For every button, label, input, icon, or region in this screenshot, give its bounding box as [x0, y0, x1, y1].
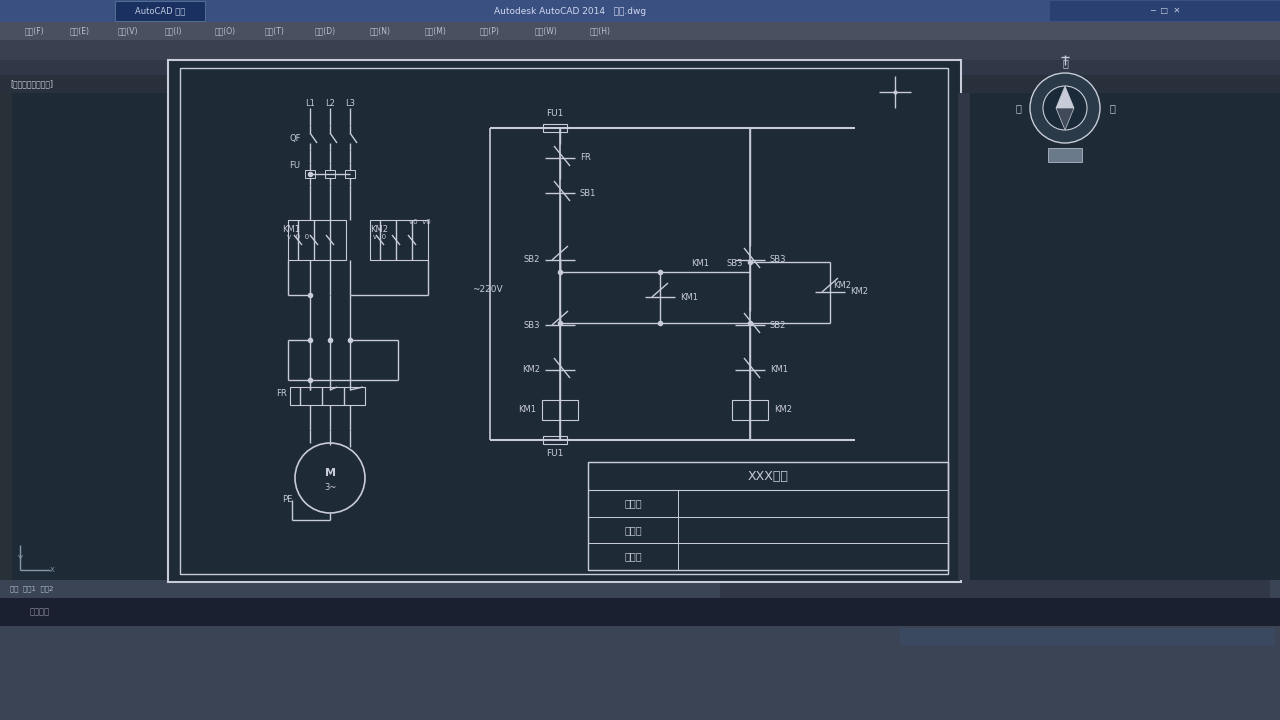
- Text: KM1: KM1: [680, 292, 698, 302]
- Text: X: X: [50, 567, 54, 573]
- Text: KM1: KM1: [282, 225, 300, 235]
- Text: ~220V: ~220V: [472, 286, 503, 294]
- Text: 3~: 3~: [324, 484, 337, 492]
- Text: FU: FU: [289, 161, 300, 169]
- Text: L3: L3: [346, 99, 355, 109]
- Text: 格式(O): 格式(O): [215, 27, 236, 35]
- Bar: [732, 400, 768, 420]
- Text: KM2: KM2: [370, 225, 388, 235]
- Text: 输入命令: 输入命令: [29, 608, 50, 616]
- Bar: [115, 1, 205, 21]
- Text: AutoCAD 经典: AutoCAD 经典: [134, 6, 186, 16]
- Bar: [0, 75, 1280, 93]
- Bar: [288, 220, 346, 260]
- Bar: [588, 517, 948, 544]
- Text: KM2: KM2: [774, 405, 792, 415]
- Text: v0  v0: v0 v0: [410, 219, 431, 225]
- Bar: [543, 436, 567, 444]
- Text: ─  □  ✕: ─ □ ✕: [1149, 6, 1180, 16]
- Text: KM2: KM2: [522, 366, 540, 374]
- Bar: [0, 626, 1280, 720]
- Text: 视图(V): 视图(V): [118, 27, 138, 35]
- Text: L2: L2: [325, 99, 335, 109]
- Text: SB1: SB1: [580, 189, 596, 197]
- Text: FR: FR: [580, 153, 591, 163]
- Bar: [588, 462, 948, 570]
- Text: 标注(N): 标注(N): [370, 27, 390, 35]
- Text: 参数(P): 参数(P): [480, 27, 500, 35]
- Bar: [0, 60, 1280, 75]
- Text: 北: 北: [1062, 58, 1068, 68]
- Bar: [370, 220, 428, 260]
- Text: FU1: FU1: [547, 449, 563, 459]
- Bar: [325, 170, 335, 178]
- Polygon shape: [1056, 86, 1074, 108]
- Bar: [305, 170, 315, 178]
- Text: 工具(T): 工具(T): [265, 27, 285, 35]
- Text: 窗口(W): 窗口(W): [535, 27, 558, 35]
- Circle shape: [1043, 86, 1087, 130]
- Bar: [180, 68, 948, 574]
- Bar: [0, 580, 1280, 598]
- Bar: [541, 400, 579, 420]
- Text: SB3: SB3: [727, 259, 744, 269]
- Text: SB3: SB3: [524, 320, 540, 330]
- Bar: [543, 124, 567, 132]
- Bar: [0, 93, 1280, 580]
- Text: XXX公司: XXX公司: [748, 469, 788, 482]
- Bar: [588, 462, 948, 490]
- Bar: [1050, 1, 1280, 21]
- Text: 编辑(E): 编辑(E): [70, 27, 90, 35]
- Text: 帮助(H): 帮助(H): [590, 27, 611, 35]
- Text: KM1: KM1: [691, 259, 709, 269]
- Text: 模型  布局1  布局2: 模型 布局1 布局2: [10, 585, 54, 593]
- Bar: [346, 170, 355, 178]
- Text: KM2: KM2: [833, 281, 851, 289]
- Polygon shape: [1056, 108, 1074, 130]
- Text: [正反转二控制电路]: [正反转二控制电路]: [10, 79, 52, 89]
- Bar: [0, 93, 12, 580]
- Text: QF: QF: [289, 133, 301, 143]
- Bar: [0, 22, 1280, 40]
- Text: M: M: [325, 468, 335, 478]
- Text: Y: Y: [18, 556, 23, 564]
- Text: 项目名: 项目名: [625, 498, 641, 508]
- Text: 西: 西: [1015, 103, 1021, 113]
- Bar: [719, 580, 1270, 598]
- Bar: [0, 0, 1280, 22]
- Text: 制图人: 制图人: [625, 525, 641, 535]
- Bar: [588, 544, 948, 570]
- Bar: [0, 598, 1280, 626]
- Text: SB2: SB2: [524, 256, 540, 264]
- Bar: [900, 628, 1275, 646]
- Bar: [588, 490, 948, 517]
- Bar: [957, 93, 970, 580]
- Text: 确认人: 确认人: [625, 552, 641, 562]
- Text: L1: L1: [305, 99, 315, 109]
- Text: SB2: SB2: [771, 320, 786, 330]
- Text: KM1: KM1: [518, 405, 536, 415]
- Bar: [168, 60, 961, 582]
- Text: SB3: SB3: [771, 256, 786, 264]
- Text: FR: FR: [276, 389, 287, 397]
- Text: 修改(M): 修改(M): [425, 27, 447, 35]
- Text: 文件(F): 文件(F): [26, 27, 45, 35]
- Bar: [291, 387, 365, 405]
- Text: 插入(I): 插入(I): [165, 27, 183, 35]
- Text: Autodesk AutoCAD 2014   三题.dwg: Autodesk AutoCAD 2014 三题.dwg: [494, 6, 646, 16]
- Text: v  0: v 0: [374, 234, 387, 240]
- Bar: [1048, 148, 1082, 162]
- Text: PE: PE: [282, 495, 292, 505]
- Bar: [0, 40, 1280, 60]
- Text: KM1: KM1: [771, 366, 788, 374]
- Text: 东: 东: [1108, 103, 1115, 113]
- Text: v  0  0: v 0 0: [287, 234, 308, 240]
- Text: KM2: KM2: [850, 287, 868, 297]
- Text: FU1: FU1: [547, 109, 563, 119]
- Circle shape: [1030, 73, 1100, 143]
- Text: 绘图(D): 绘图(D): [315, 27, 337, 35]
